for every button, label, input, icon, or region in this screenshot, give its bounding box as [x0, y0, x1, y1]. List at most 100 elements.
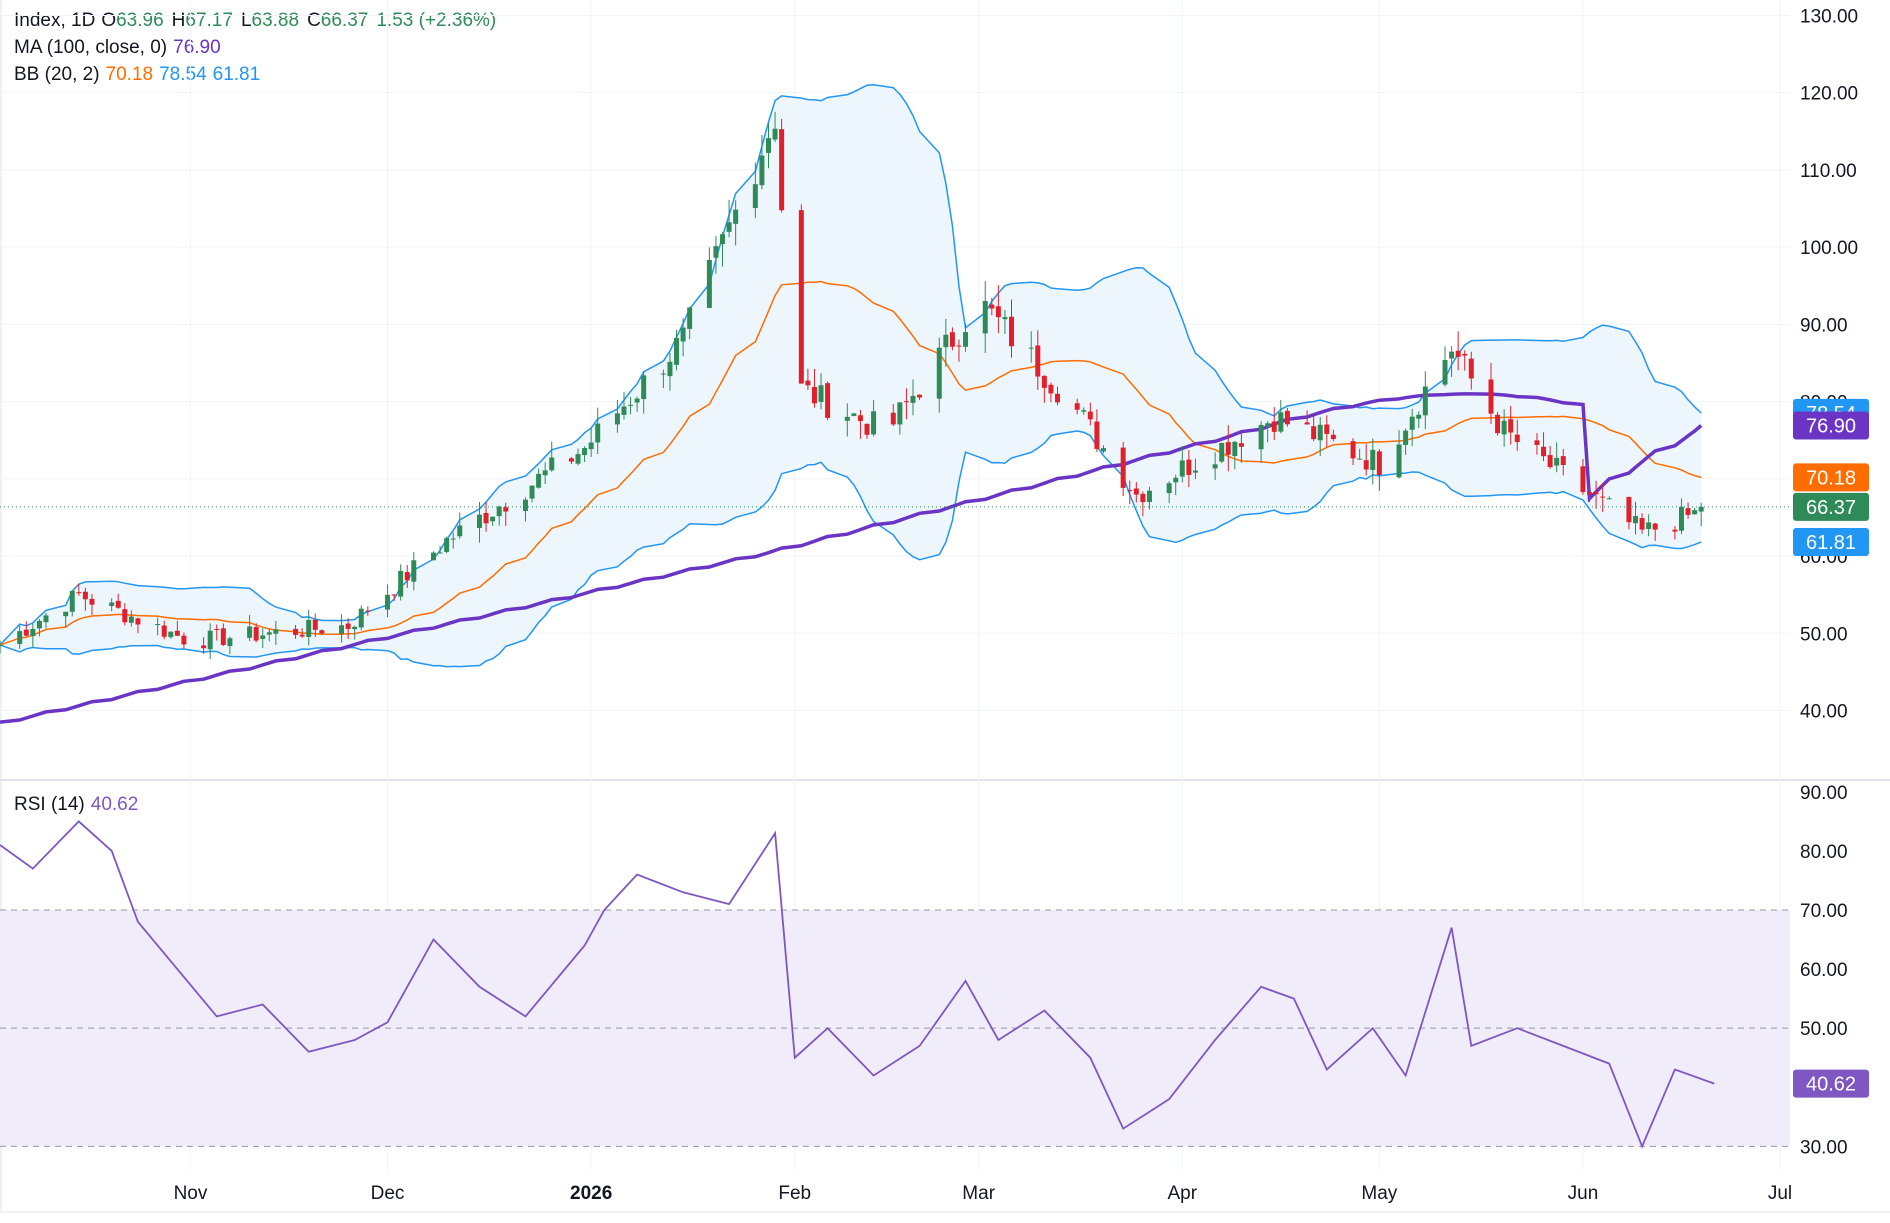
candle [122, 603, 128, 626]
candle-body [811, 386, 817, 404]
candle-body [1442, 360, 1448, 385]
candle [299, 628, 305, 638]
legend-bb-lower: 61.81 [212, 64, 261, 85]
candle [17, 625, 23, 649]
candle [1422, 371, 1428, 430]
candle [214, 624, 220, 641]
candle [871, 400, 877, 437]
candle [385, 584, 391, 618]
candle-body [917, 394, 923, 398]
legend-rsi-value: 40.62 [90, 794, 139, 815]
candle-body [759, 155, 765, 186]
candle-body [1054, 393, 1060, 403]
candle [989, 297, 995, 316]
candle [365, 606, 371, 616]
candle-body [949, 332, 955, 347]
candle [227, 636, 233, 655]
candle-body [1560, 456, 1566, 466]
candle-body [752, 184, 758, 209]
candle [713, 236, 719, 274]
candle [1258, 421, 1264, 463]
candle [1225, 425, 1231, 472]
candle-body [306, 619, 312, 637]
candle-body [674, 338, 680, 365]
candle-body [437, 552, 443, 554]
candle-body [1488, 379, 1494, 414]
candle-body [431, 552, 437, 561]
candle [1626, 496, 1632, 530]
price-tick-label: 90.00 [1800, 315, 1848, 336]
candle [1600, 483, 1606, 513]
candle [1554, 442, 1560, 473]
candle-body [943, 334, 949, 348]
candle-body [1330, 434, 1336, 440]
candle [1488, 362, 1494, 424]
candle-body [621, 406, 627, 415]
legend-low-label: L [240, 10, 252, 31]
candle [503, 502, 509, 526]
candle-body [660, 373, 666, 375]
candle-body [483, 512, 489, 524]
candle-body [1652, 523, 1658, 530]
candle-body [43, 615, 49, 623]
candle [1179, 445, 1185, 483]
candle [720, 232, 726, 267]
candle-body [476, 514, 482, 528]
candle [1120, 441, 1126, 497]
candle [779, 118, 785, 213]
candle-body [503, 507, 509, 512]
candle [1639, 513, 1645, 534]
price-tick-label: 50.00 [1800, 624, 1848, 645]
candle [857, 409, 863, 439]
candle-body [1140, 493, 1146, 503]
candle-body [1074, 403, 1080, 410]
candle-body [457, 525, 463, 537]
candle [161, 620, 167, 640]
legend-ma-value: 76.90 [173, 37, 221, 58]
candle-body [963, 332, 969, 347]
candle [1606, 496, 1612, 500]
candle-body [871, 411, 877, 435]
ma-badge: 76.90 [1793, 411, 1869, 440]
candle [496, 505, 502, 526]
candle-body [339, 625, 345, 634]
candle [43, 613, 49, 629]
candle-body [1534, 440, 1540, 445]
candle-body [122, 609, 128, 623]
candle-body [1632, 516, 1638, 524]
candle-body [345, 623, 351, 629]
legend-bb-upper: 78.54 [159, 64, 207, 85]
candle-body [568, 458, 574, 462]
candle-body [1587, 492, 1593, 495]
candle [1514, 419, 1520, 451]
candle-body [128, 616, 134, 623]
candle-body [844, 416, 850, 421]
rsi-tick-label: 60.00 [1800, 960, 1848, 981]
candle [253, 623, 259, 643]
rsi-tick-label: 70.00 [1800, 901, 1848, 922]
candle-body [588, 442, 594, 450]
candle [864, 423, 870, 439]
price-pane[interactable] [0, 83, 1790, 724]
legend-rsi: RSI (14) 40.62 [14, 794, 144, 816]
candle [260, 628, 266, 648]
candle [109, 598, 115, 612]
candle-body [1547, 455, 1553, 468]
candle-body [365, 610, 371, 612]
candle-body [582, 448, 588, 456]
candle-body [1035, 345, 1041, 377]
candle [1219, 442, 1225, 464]
candle-body [1357, 458, 1363, 460]
candle [595, 407, 601, 455]
candle [825, 381, 831, 421]
rsi-pane[interactable] [0, 820, 1790, 1149]
candle-body [1678, 506, 1684, 531]
candle-body [1100, 448, 1106, 452]
candle-body [1468, 358, 1474, 379]
candle-body [207, 630, 213, 650]
candle [266, 629, 272, 642]
candle [36, 619, 42, 637]
candle [1501, 409, 1507, 447]
